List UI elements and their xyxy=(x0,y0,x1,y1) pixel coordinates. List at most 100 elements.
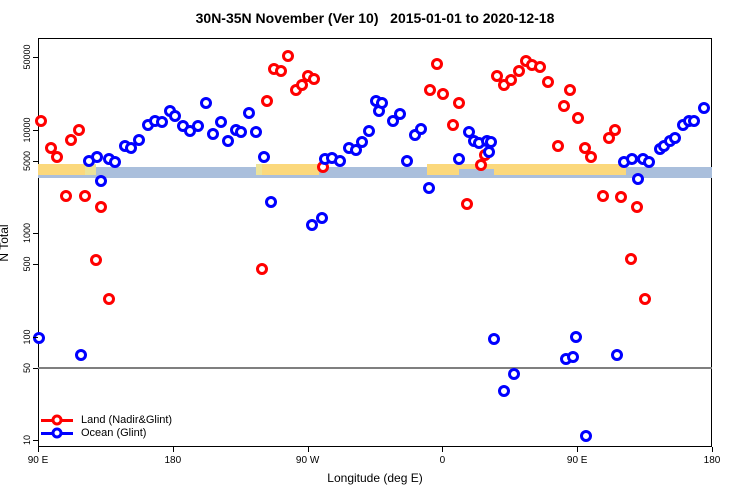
data-point-land xyxy=(638,293,651,306)
data-point-ocean xyxy=(90,151,103,164)
data-point-ocean xyxy=(222,134,235,147)
data-point-ocean xyxy=(132,134,145,147)
y-tick-mark xyxy=(33,367,38,369)
data-point-land xyxy=(571,111,584,124)
data-point-ocean xyxy=(333,154,346,167)
data-point-land xyxy=(78,189,91,202)
data-point-land xyxy=(460,198,473,211)
data-point-land xyxy=(34,115,47,128)
data-point-ocean xyxy=(453,152,466,165)
data-point-ocean xyxy=(508,368,521,381)
data-point-land xyxy=(261,94,273,107)
data-point-ocean xyxy=(483,145,496,158)
plot-area xyxy=(38,38,712,447)
chart-title: 30N-35N November (Ver 10) 2015-01-01 to … xyxy=(195,10,555,26)
data-point-land xyxy=(430,57,443,70)
data-point-land xyxy=(447,119,460,132)
legend-circle-icon xyxy=(51,427,63,439)
data-point-land xyxy=(60,189,73,202)
data-point-land xyxy=(541,75,554,88)
data-point-land xyxy=(504,74,517,87)
x-tick-mark xyxy=(442,447,444,452)
data-point-land xyxy=(631,200,644,213)
x-tick-label: 90 W xyxy=(295,455,320,466)
data-point-ocean xyxy=(215,116,228,129)
data-point-ocean xyxy=(257,151,270,164)
data-point-land xyxy=(274,64,287,77)
data-point-land xyxy=(615,190,628,203)
data-point-land xyxy=(65,133,78,146)
y-tick-label: 5000 xyxy=(22,150,32,171)
data-point-ocean xyxy=(207,127,220,140)
data-point-ocean xyxy=(415,122,428,135)
x-tick-mark xyxy=(307,447,309,452)
data-point-land xyxy=(512,64,525,77)
data-point-land xyxy=(578,141,591,154)
data-point-ocean xyxy=(626,152,639,165)
data-point-ocean xyxy=(243,107,256,120)
x-tick-mark xyxy=(577,447,579,452)
data-point-land xyxy=(533,61,546,74)
y-tick-label: 100 xyxy=(22,328,32,345)
x-tick-label: 0 xyxy=(439,455,446,466)
coast-band-land-soft xyxy=(84,163,96,175)
data-point-ocean xyxy=(610,348,623,361)
data-point-land xyxy=(564,84,577,97)
data-point-ocean xyxy=(376,97,389,110)
coast-band-ocean xyxy=(38,167,712,178)
data-point-land xyxy=(602,132,615,145)
y-axis-label: N Total xyxy=(0,224,11,261)
data-point-ocean xyxy=(250,125,263,138)
coast-band-land-soft xyxy=(255,163,262,175)
data-point-land xyxy=(551,140,564,153)
data-point-ocean xyxy=(264,195,277,208)
y-tick-mark xyxy=(33,57,38,59)
data-point-ocean xyxy=(315,211,328,224)
y-tick-mark xyxy=(33,336,38,338)
data-point-ocean xyxy=(642,156,655,169)
data-point-ocean xyxy=(234,125,247,138)
data-point-land xyxy=(424,84,437,97)
data-point-ocean xyxy=(669,132,682,145)
x-tick-mark xyxy=(712,447,713,452)
data-point-ocean xyxy=(570,330,583,343)
data-point-land xyxy=(51,151,64,164)
coast-band-ocean-notch xyxy=(459,168,495,178)
data-point-ocean xyxy=(155,116,168,129)
legend-label: Land (Nadir&Glint) xyxy=(81,414,173,426)
data-point-land xyxy=(44,141,57,154)
data-point-ocean xyxy=(169,110,182,123)
data-point-ocean xyxy=(632,173,645,186)
data-point-land xyxy=(625,253,638,266)
data-point-ocean xyxy=(95,174,108,187)
data-point-land xyxy=(255,262,268,275)
data-point-ocean xyxy=(109,155,122,168)
data-point-ocean xyxy=(363,125,376,138)
data-point-land xyxy=(585,151,598,164)
data-point-ocean xyxy=(580,429,593,442)
coast-band-land xyxy=(427,163,627,175)
data-point-land xyxy=(597,189,610,202)
x-tick-mark xyxy=(172,447,174,452)
y-tick-label: 10000 xyxy=(22,116,32,143)
x-tick-label: 90 E xyxy=(27,455,49,466)
data-point-land xyxy=(90,253,103,266)
legend-circle-icon xyxy=(51,414,63,426)
data-point-ocean xyxy=(32,331,45,344)
data-point-ocean xyxy=(422,182,435,195)
y-tick-mark xyxy=(33,129,38,131)
x-tick-label: 90 E xyxy=(566,455,588,466)
data-point-land xyxy=(95,200,108,213)
x-tick-mark xyxy=(38,447,39,452)
data-point-ocean xyxy=(498,384,511,397)
data-point-ocean xyxy=(688,114,701,127)
y-tick-label: 500 xyxy=(22,256,32,272)
y-tick-label: 50 xyxy=(22,362,32,373)
y-tick-mark xyxy=(33,440,38,441)
y-tick-label: 50000 xyxy=(22,44,32,70)
data-point-land xyxy=(296,78,309,91)
x-axis-label: Longitude (deg E) xyxy=(327,471,423,485)
data-point-ocean xyxy=(191,120,204,133)
